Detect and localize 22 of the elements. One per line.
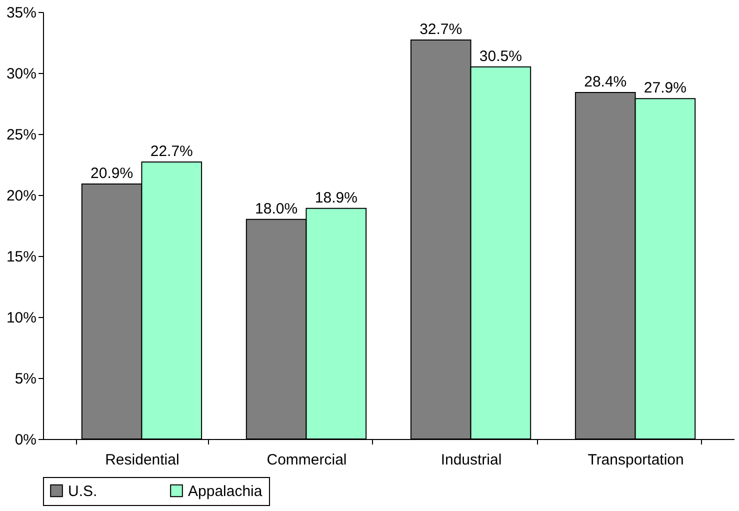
legend-label: U.S.: [68, 482, 98, 500]
y-tick-label: 20%: [6, 188, 36, 204]
data-label: 18.9%: [314, 189, 358, 206]
y-tick-label: 5%: [14, 370, 36, 388]
legend-label: Appalachia: [188, 482, 263, 500]
data-label: 32.7%: [420, 21, 462, 38]
data-label: 20.9%: [90, 165, 134, 182]
data-label: 18.0%: [255, 200, 298, 218]
y-tick-label: 0%: [14, 432, 36, 448]
x-tick-label: Transportation: [588, 452, 684, 468]
data-label: 28.4%: [584, 74, 627, 91]
data-label: 22.7%: [150, 143, 193, 160]
y-tick-label: 25%: [6, 126, 36, 144]
x-tick-label: Residential: [105, 452, 180, 468]
y-tick-label: 35%: [6, 4, 36, 22]
y-tick-label: 30%: [6, 66, 36, 82]
y-tick-label: 10%: [6, 310, 36, 326]
y-tick-label: 15%: [6, 248, 36, 266]
x-tick-label: Industrial: [440, 452, 502, 468]
x-tick-label: Commercial: [266, 452, 347, 468]
data-label: 30.5%: [479, 48, 522, 65]
data-label: 27.9%: [644, 80, 686, 97]
